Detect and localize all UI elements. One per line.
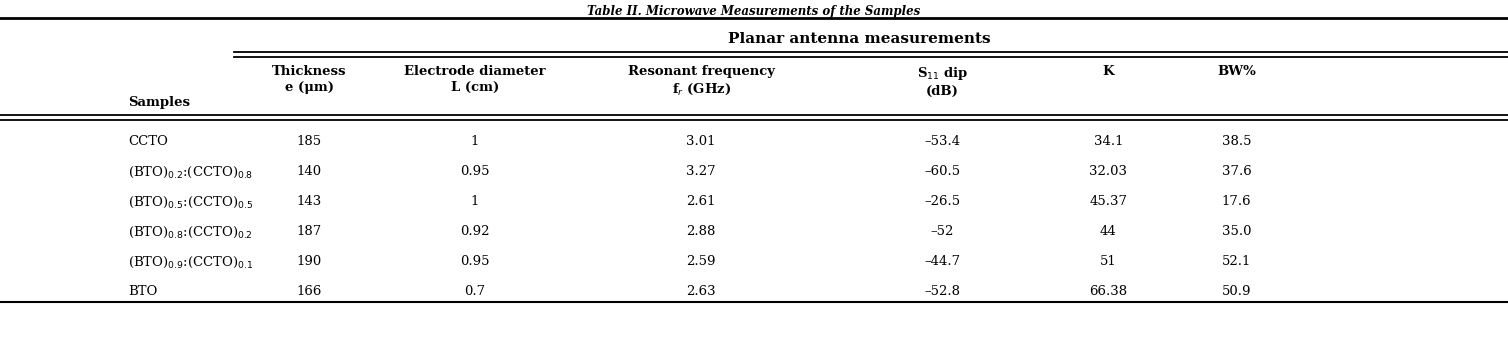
Text: 166: 166 xyxy=(297,285,321,298)
Text: Table II. Microwave Measurements of the Samples: Table II. Microwave Measurements of the … xyxy=(588,5,920,18)
Text: 17.6: 17.6 xyxy=(1221,195,1252,208)
Text: BTO: BTO xyxy=(128,285,157,298)
Text: 3.01: 3.01 xyxy=(686,135,716,148)
Text: –26.5: –26.5 xyxy=(924,195,961,208)
Text: 66.38: 66.38 xyxy=(1089,285,1128,298)
Text: BW%: BW% xyxy=(1217,65,1256,78)
Text: –53.4: –53.4 xyxy=(924,135,961,148)
Text: 37.6: 37.6 xyxy=(1221,165,1252,178)
Text: 2.59: 2.59 xyxy=(686,255,716,268)
Text: 51: 51 xyxy=(1099,255,1117,268)
Text: K: K xyxy=(1102,65,1114,78)
Text: –44.7: –44.7 xyxy=(924,255,961,268)
Text: 35.0: 35.0 xyxy=(1221,225,1252,238)
Text: S$_{11}$ dip
(dB): S$_{11}$ dip (dB) xyxy=(917,65,968,98)
Text: (BTO)$_{0.5}$:(CCTO)$_{0.5}$: (BTO)$_{0.5}$:(CCTO)$_{0.5}$ xyxy=(128,195,253,210)
Text: 2.61: 2.61 xyxy=(686,195,716,208)
Text: 140: 140 xyxy=(297,165,321,178)
Text: 0.7: 0.7 xyxy=(464,285,486,298)
Text: 2.63: 2.63 xyxy=(686,285,716,298)
Text: 185: 185 xyxy=(297,135,321,148)
Text: (BTO)$_{0.2}$:(CCTO)$_{0.8}$: (BTO)$_{0.2}$:(CCTO)$_{0.8}$ xyxy=(128,165,253,180)
Text: Resonant frequency
f$_r$ (GHz): Resonant frequency f$_r$ (GHz) xyxy=(627,65,775,96)
Text: 38.5: 38.5 xyxy=(1221,135,1252,148)
Text: 1: 1 xyxy=(470,195,480,208)
Text: 143: 143 xyxy=(297,195,321,208)
Text: 44: 44 xyxy=(1099,225,1117,238)
Text: Electrode diameter
L (cm): Electrode diameter L (cm) xyxy=(404,65,546,94)
Text: CCTO: CCTO xyxy=(128,135,167,148)
Text: 32.03: 32.03 xyxy=(1089,165,1128,178)
Text: 2.88: 2.88 xyxy=(686,225,716,238)
Text: Thickness
e (μm): Thickness e (μm) xyxy=(271,65,347,94)
Text: 1: 1 xyxy=(470,135,480,148)
Text: 3.27: 3.27 xyxy=(686,165,716,178)
Text: Planar antenna measurements: Planar antenna measurements xyxy=(728,32,991,46)
Text: Samples: Samples xyxy=(128,96,190,109)
Text: 0.92: 0.92 xyxy=(460,225,490,238)
Text: –60.5: –60.5 xyxy=(924,165,961,178)
Text: 45.37: 45.37 xyxy=(1089,195,1128,208)
Text: 0.95: 0.95 xyxy=(460,165,490,178)
Text: 34.1: 34.1 xyxy=(1093,135,1123,148)
Text: (BTO)$_{0.8}$:(CCTO)$_{0.2}$: (BTO)$_{0.8}$:(CCTO)$_{0.2}$ xyxy=(128,225,253,240)
Text: 190: 190 xyxy=(297,255,321,268)
Text: –52.8: –52.8 xyxy=(924,285,961,298)
Text: (BTO)$_{0.9}$:(CCTO)$_{0.1}$: (BTO)$_{0.9}$:(CCTO)$_{0.1}$ xyxy=(128,255,253,270)
Text: 50.9: 50.9 xyxy=(1221,285,1252,298)
Text: 0.95: 0.95 xyxy=(460,255,490,268)
Text: 187: 187 xyxy=(297,225,321,238)
Text: 52.1: 52.1 xyxy=(1221,255,1252,268)
Text: –52: –52 xyxy=(930,225,955,238)
